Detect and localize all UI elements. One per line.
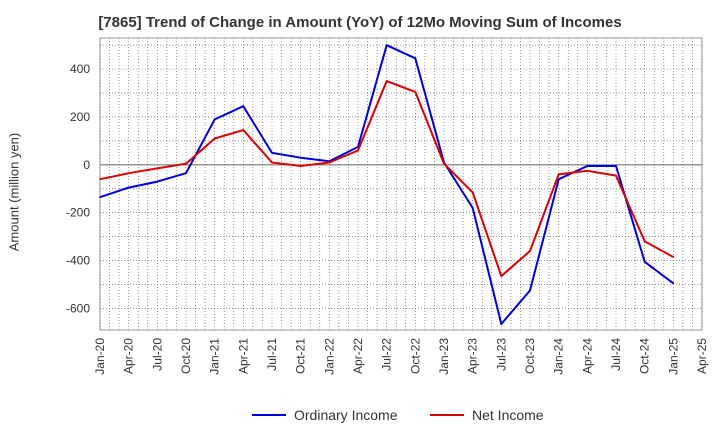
x-tick-label: Jan-23 xyxy=(437,338,451,375)
x-tick-label: Jul-23 xyxy=(494,338,508,371)
data-point xyxy=(414,91,417,93)
data-point xyxy=(672,282,675,285)
data-point xyxy=(299,156,302,159)
x-tick-label: Jul-22 xyxy=(380,338,394,371)
x-tick-label: Jul-21 xyxy=(265,338,279,371)
plot-frame xyxy=(99,37,703,331)
data-point xyxy=(127,172,130,175)
x-tick-label: Jan-25 xyxy=(666,338,680,375)
x-tick-label: Jan-20 xyxy=(93,338,107,375)
y-tick-label: -200 xyxy=(66,206,90,220)
data-point xyxy=(242,129,245,131)
data-point xyxy=(299,165,302,167)
data-point xyxy=(213,137,216,140)
data-point xyxy=(471,191,474,194)
data-point xyxy=(242,105,245,108)
data-point xyxy=(99,196,101,198)
x-tick-label: Apr-21 xyxy=(236,338,250,374)
legend-label: Ordinary Income xyxy=(294,407,398,423)
x-tick-label: Apr-25 xyxy=(695,338,709,374)
data-point xyxy=(185,162,187,165)
data-point xyxy=(615,165,617,167)
x-tick-label: Apr-24 xyxy=(580,338,594,374)
x-tick-label: Apr-22 xyxy=(351,338,365,374)
data-point xyxy=(557,178,560,181)
y-tick-label: -400 xyxy=(66,254,90,268)
x-tick-label: Jan-24 xyxy=(552,338,566,375)
x-tick-label: Jan-22 xyxy=(322,338,336,375)
data-point xyxy=(471,207,474,209)
y-tick-label: 400 xyxy=(70,62,90,76)
data-point xyxy=(328,161,331,164)
y-tick-label: 0 xyxy=(83,158,90,172)
chart-title: [7865] Trend of Change in Amount (YoY) o… xyxy=(98,14,622,31)
series-layer xyxy=(99,44,675,325)
data-point xyxy=(615,174,617,177)
x-tick-label: Apr-23 xyxy=(466,338,480,374)
x-tick-label: Oct-23 xyxy=(523,338,537,374)
data-point xyxy=(213,118,216,121)
data-point xyxy=(385,80,388,82)
legend: Ordinary Income Net Income xyxy=(252,407,544,423)
x-tick-label: Jul-24 xyxy=(609,338,623,371)
data-point xyxy=(357,149,359,152)
x-tick-label: Oct-20 xyxy=(179,338,193,374)
data-point xyxy=(586,170,589,172)
y-tick-label: 200 xyxy=(70,110,90,124)
data-point xyxy=(185,172,187,175)
axis-layer: 400 200 0 -200 -400 -600 Jan-20 Apr-20 Jul-20 Oct… xyxy=(66,62,709,375)
data-point xyxy=(500,323,503,325)
data-point xyxy=(443,162,445,165)
data-point xyxy=(643,260,646,263)
data-point xyxy=(586,165,589,167)
legend-label: Net Income xyxy=(472,407,544,423)
data-point xyxy=(557,173,560,176)
x-tick-label: Apr-20 xyxy=(122,338,136,374)
data-point xyxy=(414,57,417,60)
data-point xyxy=(385,44,388,46)
data-point xyxy=(156,180,159,183)
data-point xyxy=(529,289,531,292)
data-point xyxy=(127,186,130,189)
data-point xyxy=(672,256,675,258)
data-point xyxy=(643,240,646,243)
data-point xyxy=(271,161,273,164)
y-tick-label: -600 xyxy=(66,301,90,315)
x-tick-label: Oct-22 xyxy=(408,338,422,374)
data-point xyxy=(500,275,503,277)
data-point xyxy=(156,167,159,170)
grid-layer xyxy=(99,37,703,331)
data-point xyxy=(529,250,531,252)
x-tick-label: Jan-21 xyxy=(208,338,222,375)
x-tick-label: Oct-24 xyxy=(638,338,652,374)
data-point xyxy=(99,178,101,181)
x-tick-label: Jul-20 xyxy=(150,338,164,371)
data-point xyxy=(271,152,273,154)
x-tick-label: Oct-21 xyxy=(294,338,308,374)
